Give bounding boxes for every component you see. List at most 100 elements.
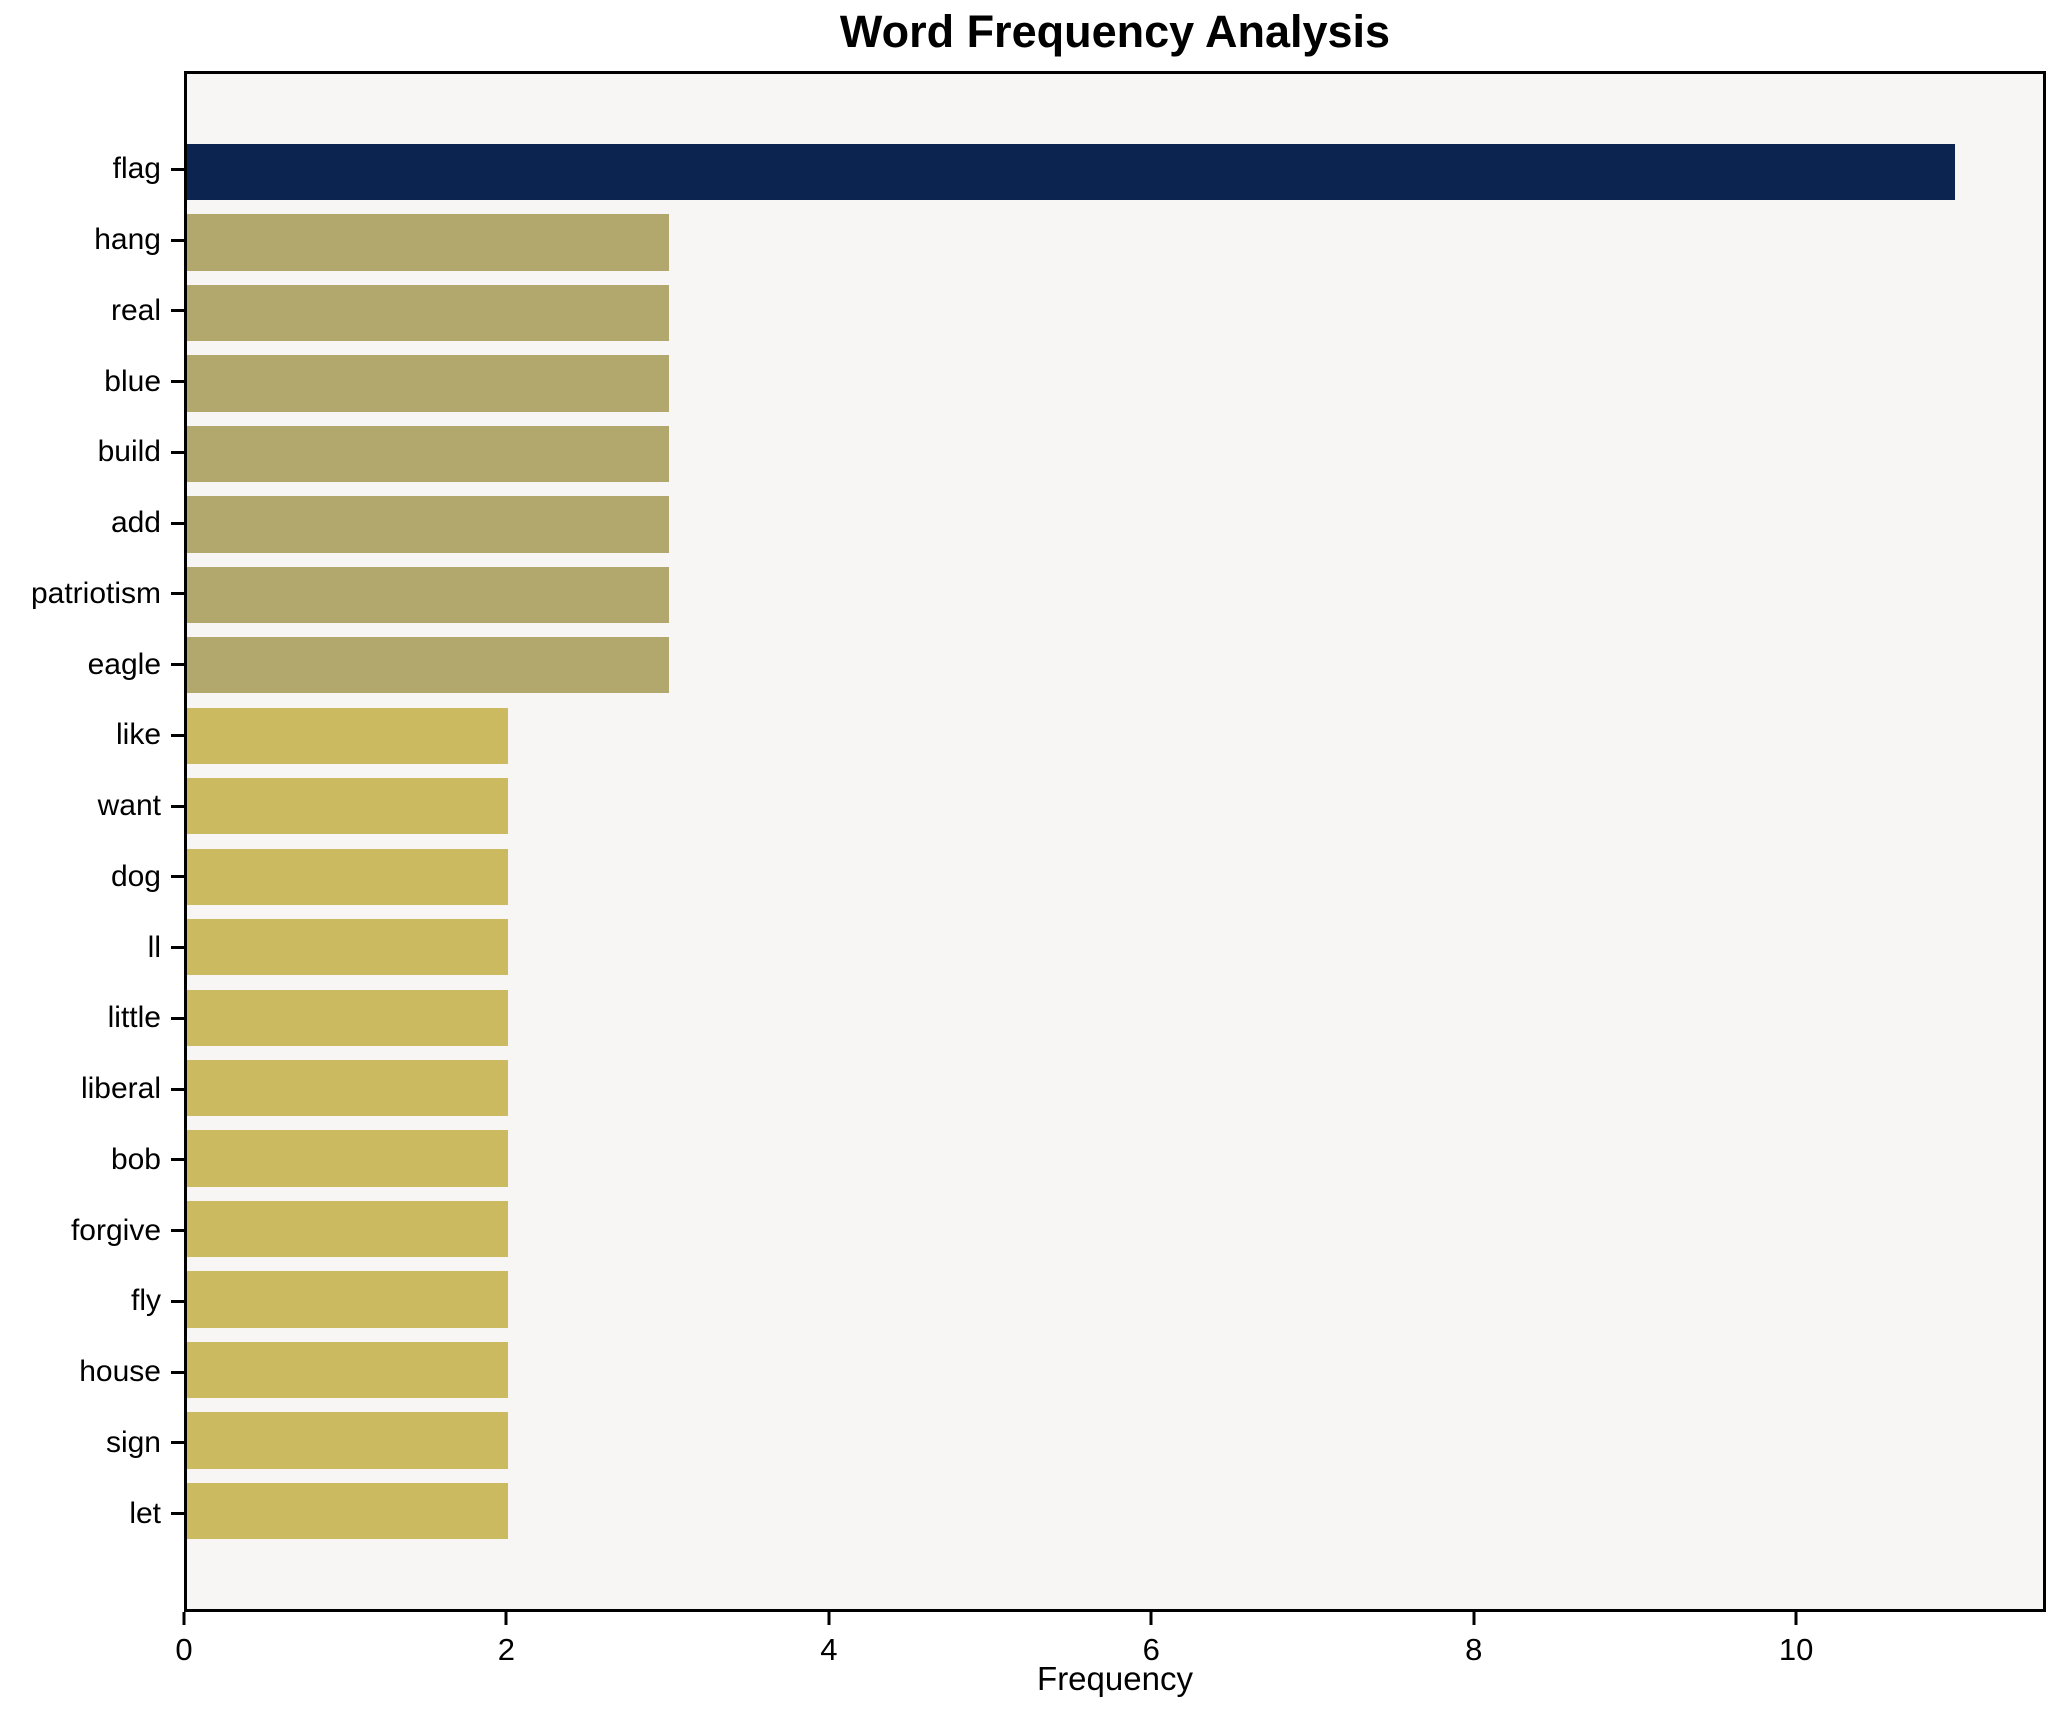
x-tick-label: 10 bbox=[1778, 1632, 1814, 1667]
y-tick-build: build bbox=[98, 435, 184, 469]
y-tick-mark bbox=[171, 804, 184, 808]
bar-dog bbox=[187, 848, 509, 905]
y-tick-patriotism: patriotism bbox=[31, 577, 184, 611]
y-tick-mark bbox=[171, 1229, 184, 1233]
bar-real bbox=[187, 284, 670, 342]
y-tick-mark bbox=[171, 1016, 184, 1020]
y-tick-mark bbox=[171, 592, 184, 596]
y-tick-label: dog bbox=[110, 859, 161, 893]
y-tick-label: build bbox=[97, 435, 161, 469]
y-tick-label: house bbox=[79, 1355, 161, 1389]
bar-hang bbox=[187, 214, 670, 271]
y-tick-mark bbox=[171, 380, 184, 384]
bar-house bbox=[187, 1341, 509, 1399]
bar-eagle bbox=[187, 637, 670, 694]
y-tick-label: add bbox=[110, 506, 161, 540]
y-tick-label: let bbox=[129, 1496, 161, 1530]
x-tick-6: 6 bbox=[1143, 1612, 1160, 1667]
y-tick-house: house bbox=[79, 1355, 184, 1389]
y-tick-eagle: eagle bbox=[88, 648, 184, 682]
y-tick-label: like bbox=[115, 718, 161, 752]
x-axis-label: Frequency bbox=[1037, 1660, 1193, 1697]
y-tick-forgive: forgive bbox=[71, 1214, 184, 1248]
x-tick-mark bbox=[1794, 1612, 1798, 1625]
bar-add bbox=[187, 496, 670, 553]
y-tick-label: blue bbox=[104, 364, 161, 398]
bar-blue bbox=[187, 355, 670, 412]
y-tick-label: bob bbox=[110, 1142, 161, 1176]
bar-let bbox=[187, 1482, 509, 1540]
y-tick-little: little bbox=[108, 1001, 184, 1035]
x-tick-10: 10 bbox=[1779, 1612, 1813, 1667]
y-tick-mark bbox=[171, 521, 184, 525]
bar-fly bbox=[187, 1271, 509, 1328]
chart-title: Word Frequency Analysis bbox=[839, 6, 1391, 57]
y-tick-mark bbox=[171, 875, 184, 879]
y-tick-bob: bob bbox=[111, 1143, 184, 1177]
y-tick-mark bbox=[171, 946, 184, 950]
y-tick-like: like bbox=[116, 718, 184, 752]
x-tick-label: 6 bbox=[1142, 1632, 1160, 1667]
y-tick-label: want bbox=[97, 789, 161, 823]
y-tick-mark bbox=[171, 1299, 184, 1303]
x-tick-label: 2 bbox=[497, 1632, 516, 1667]
y-tick-sign: sign bbox=[106, 1426, 184, 1460]
y-tick-hang: hang bbox=[94, 223, 184, 257]
y-tick-flag: flag bbox=[113, 152, 184, 186]
bar-forgive bbox=[187, 1200, 509, 1258]
x-tick-label: 0 bbox=[175, 1632, 193, 1667]
y-tick-mark bbox=[171, 1441, 184, 1445]
bar-flag bbox=[187, 143, 1955, 201]
x-tick-label: 4 bbox=[820, 1632, 838, 1667]
bar-build bbox=[187, 425, 670, 483]
y-tick-mark bbox=[171, 1512, 184, 1516]
x-tick-mark bbox=[827, 1612, 831, 1625]
y-tick-add: add bbox=[111, 506, 184, 540]
y-tick-dog: dog bbox=[111, 860, 184, 894]
bar-like bbox=[187, 707, 509, 764]
y-tick-liberal: liberal bbox=[81, 1072, 184, 1106]
x-tick-mark bbox=[504, 1612, 508, 1625]
x-tick-mark bbox=[1149, 1612, 1153, 1625]
x-tick-4: 4 bbox=[820, 1612, 837, 1667]
y-tick-fly: fly bbox=[131, 1284, 184, 1318]
x-tick-label: 8 bbox=[1465, 1632, 1483, 1667]
y-tick-mark bbox=[171, 1087, 184, 1091]
y-tick-label: sign bbox=[105, 1425, 161, 1459]
y-tick-label: liberal bbox=[80, 1072, 161, 1106]
bar-bob bbox=[187, 1130, 509, 1187]
y-tick-mark bbox=[171, 167, 184, 171]
bar-little bbox=[187, 989, 509, 1046]
x-tick-2: 2 bbox=[498, 1612, 515, 1667]
y-tick-mark bbox=[171, 1158, 184, 1162]
bar-sign bbox=[187, 1412, 509, 1469]
y-tick-label: real bbox=[110, 293, 161, 327]
bar-liberal bbox=[187, 1059, 509, 1117]
y-tick-blue: blue bbox=[104, 365, 184, 399]
bar-patriotism bbox=[187, 566, 670, 623]
x-axis: 0 2 4 6 8 10 bbox=[175, 1612, 2046, 1692]
y-tick-mark bbox=[171, 733, 184, 737]
y-tick-label: fly bbox=[131, 1284, 161, 1318]
y-tick-label: ll bbox=[147, 930, 161, 964]
plot-area bbox=[184, 71, 2046, 1612]
x-tick-mark bbox=[1472, 1612, 1476, 1625]
y-tick-real: real bbox=[111, 294, 184, 328]
y-tick-label: flag bbox=[112, 152, 161, 186]
y-tick-label: little bbox=[107, 1001, 161, 1035]
y-tick-label: eagle bbox=[87, 647, 161, 681]
y-tick-label: patriotism bbox=[30, 576, 161, 610]
y-tick-mark bbox=[171, 1370, 184, 1374]
bar-ll bbox=[187, 919, 509, 976]
x-tick-mark bbox=[182, 1612, 186, 1625]
y-tick-label: forgive bbox=[70, 1213, 161, 1247]
y-tick-want: want bbox=[98, 789, 184, 823]
y-tick-ll: ll bbox=[148, 931, 184, 965]
y-axis: flag hang real blue build add patriotism eagle l… bbox=[0, 71, 184, 1612]
y-tick-label: hang bbox=[94, 223, 161, 257]
y-tick-mark bbox=[171, 450, 184, 454]
x-tick-8: 8 bbox=[1465, 1612, 1482, 1667]
bar-want bbox=[187, 778, 509, 835]
x-tick-0: 0 bbox=[175, 1612, 193, 1667]
